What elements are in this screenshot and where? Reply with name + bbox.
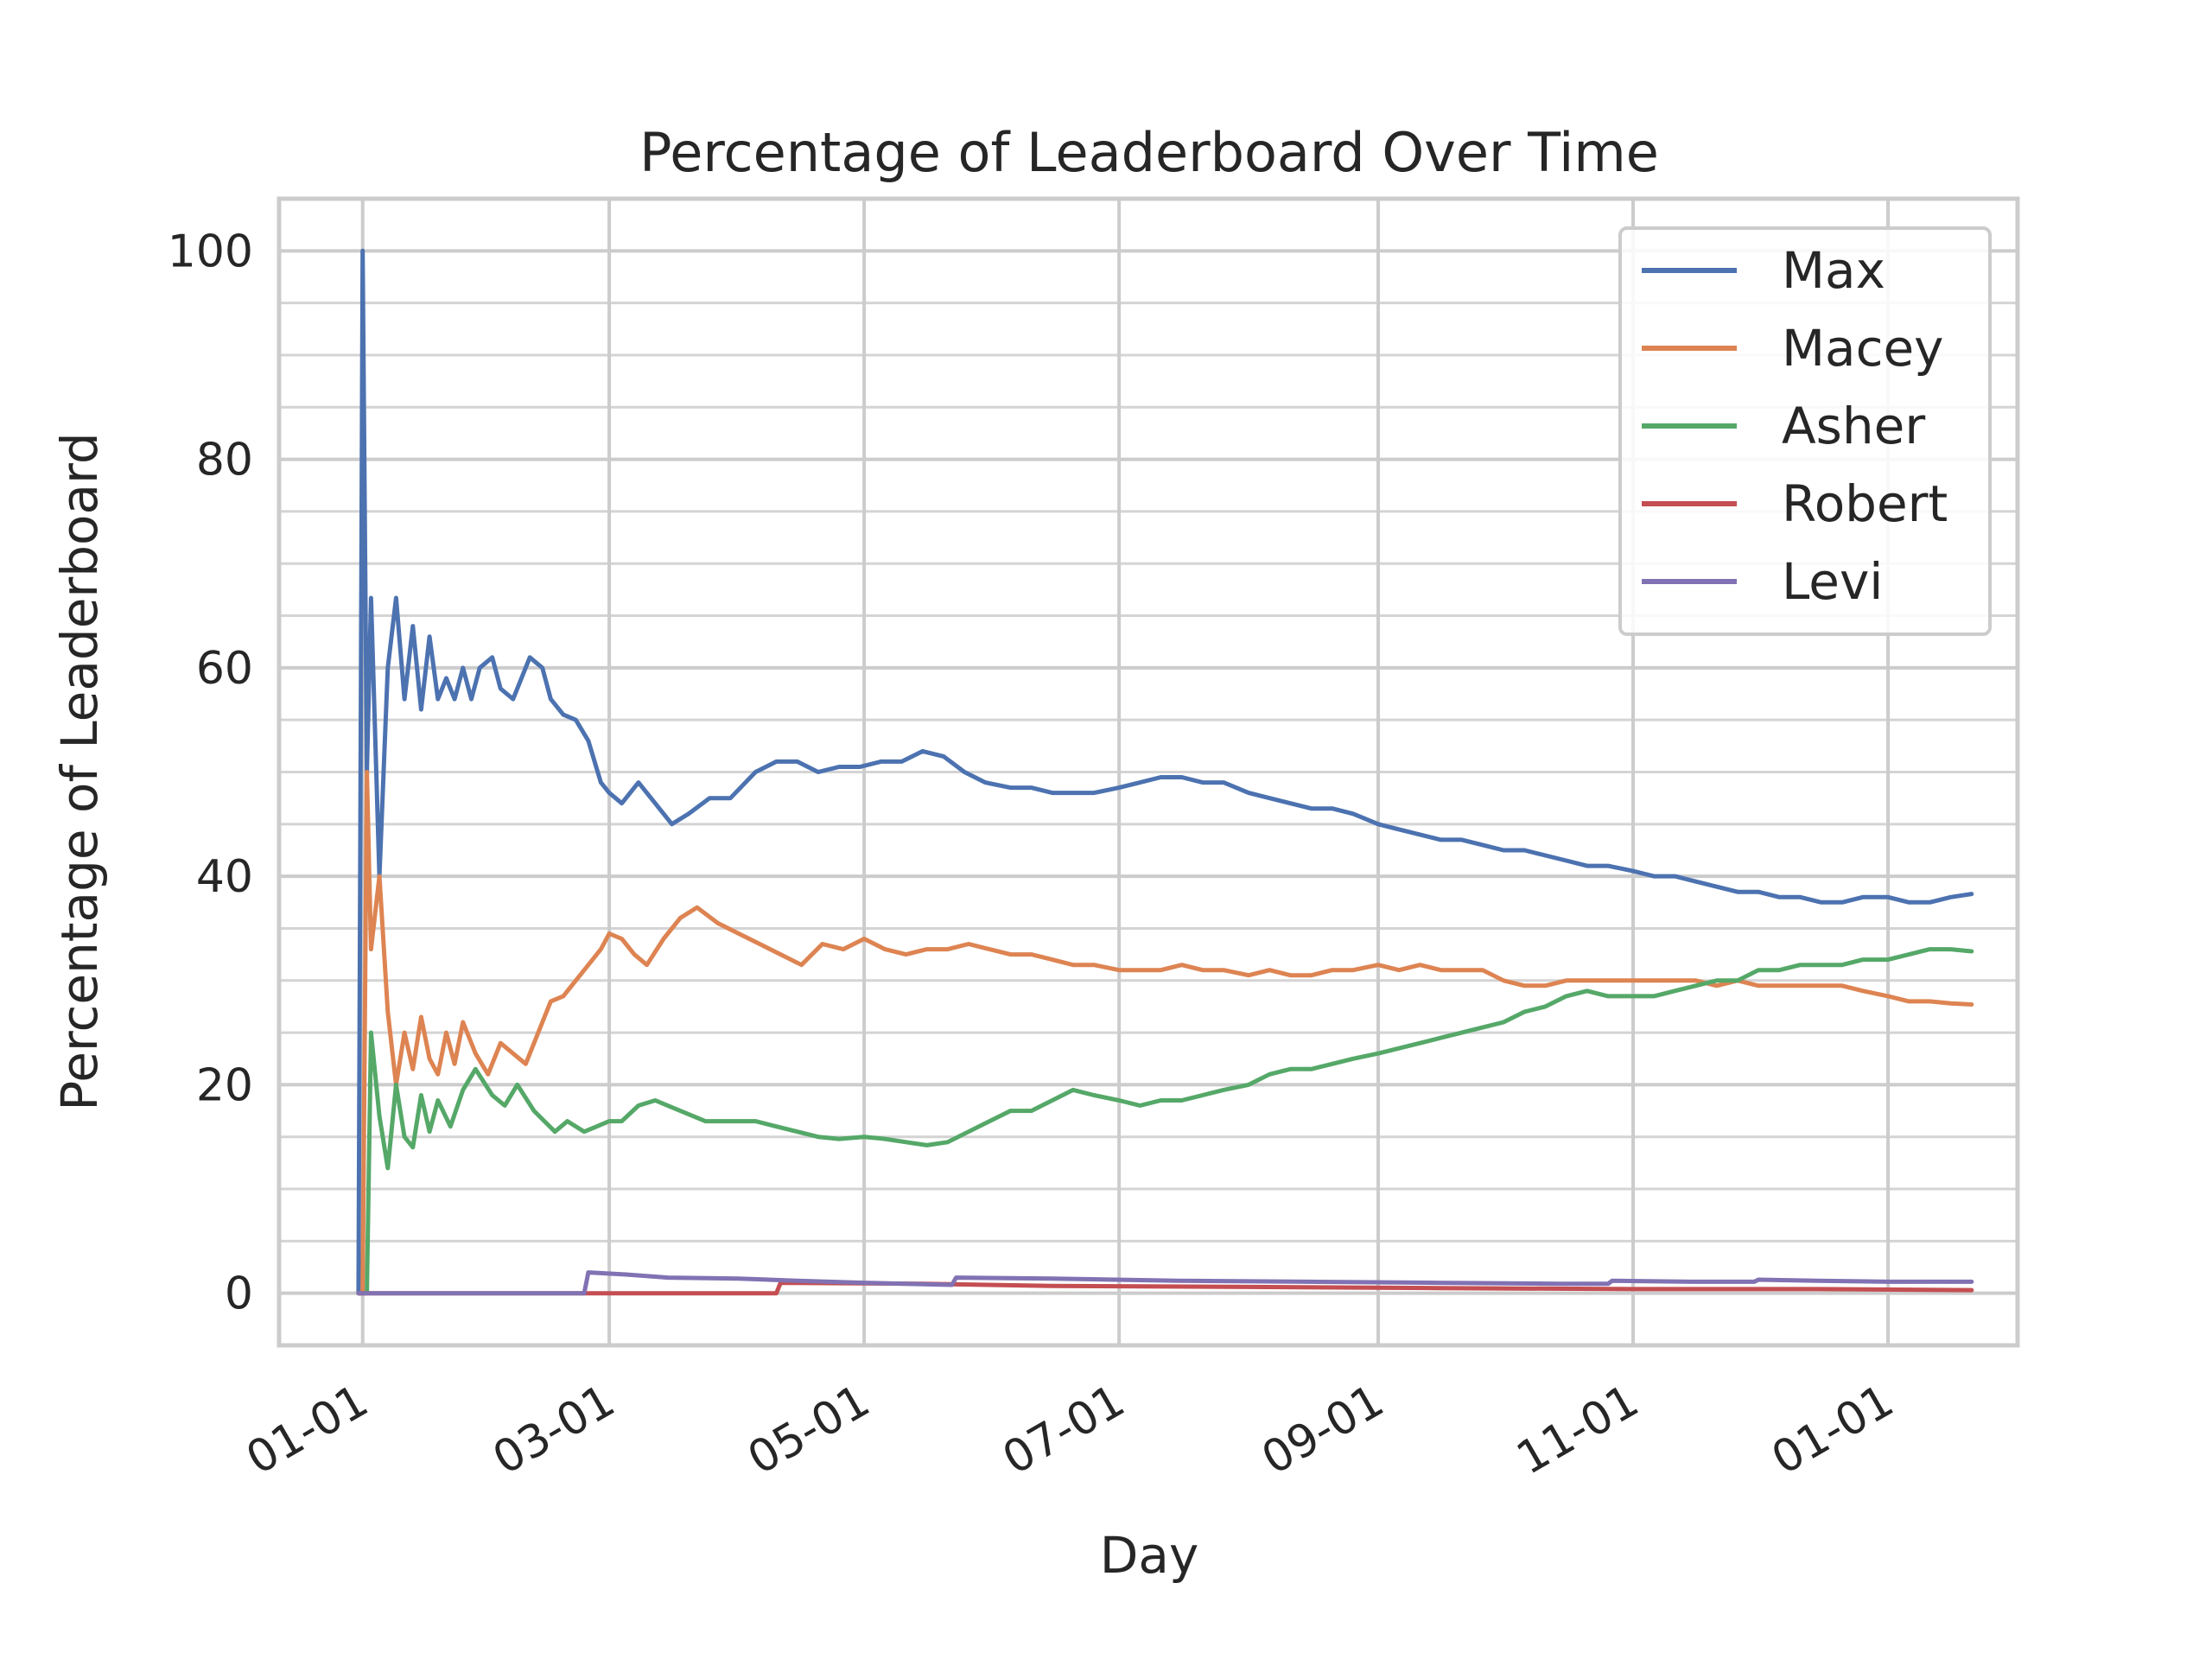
- x-tick-label: 01-01: [1764, 1375, 1903, 1485]
- x-tick-label: 03-01: [485, 1375, 624, 1485]
- chart-title: Percentage of Leaderboard Over Time: [639, 121, 1659, 184]
- legend-label-levi: Levi: [1782, 552, 1883, 611]
- y-tick-label: 40: [196, 851, 253, 903]
- legend-items: Max Macey Asher Robert Levi: [1642, 241, 1948, 611]
- x-tick-label: 11-01: [1509, 1375, 1648, 1485]
- y-tick-label: 80: [196, 435, 253, 486]
- legend-label-robert: Robert: [1782, 474, 1948, 533]
- y-axis-label: Percentage of Leaderboard: [50, 432, 109, 1110]
- y-tick-label: 100: [168, 226, 253, 277]
- series-line-levi: [356, 1270, 1974, 1296]
- y-axis-ticks: 0 20 40 60 80 100: [168, 226, 253, 1319]
- legend: Max Macey Asher Robert Levi: [1618, 226, 1992, 636]
- y-tick-label: 20: [196, 1059, 253, 1111]
- legend-label-asher: Asher: [1782, 397, 1925, 455]
- legend-frame: [1618, 226, 1992, 636]
- series-lines: [356, 248, 1974, 1296]
- series-line-max: [356, 248, 1974, 1296]
- x-tick-label: 05-01: [740, 1375, 879, 1485]
- legend-label-macey: Macey: [1782, 319, 1943, 378]
- series-line-asher: [356, 947, 1974, 1296]
- x-tick-label: 07-01: [995, 1375, 1134, 1485]
- plot-frame: [276, 196, 2020, 1348]
- x-axis-ticks: 01-01 03-01 05-01 07-01 09-01 11-01 01-01: [238, 1375, 1902, 1485]
- series-line-macey: [356, 770, 1974, 1296]
- x-tick-label: 01-01: [238, 1375, 377, 1485]
- legend-label-max: Max: [1782, 241, 1885, 300]
- y-tick-label: 60: [196, 643, 253, 695]
- x-axis-label: Day: [1100, 1526, 1199, 1585]
- x-tick-label: 09-01: [1254, 1375, 1393, 1485]
- series-line-robert: [356, 1281, 1974, 1296]
- y-tick-label: 0: [225, 1268, 253, 1320]
